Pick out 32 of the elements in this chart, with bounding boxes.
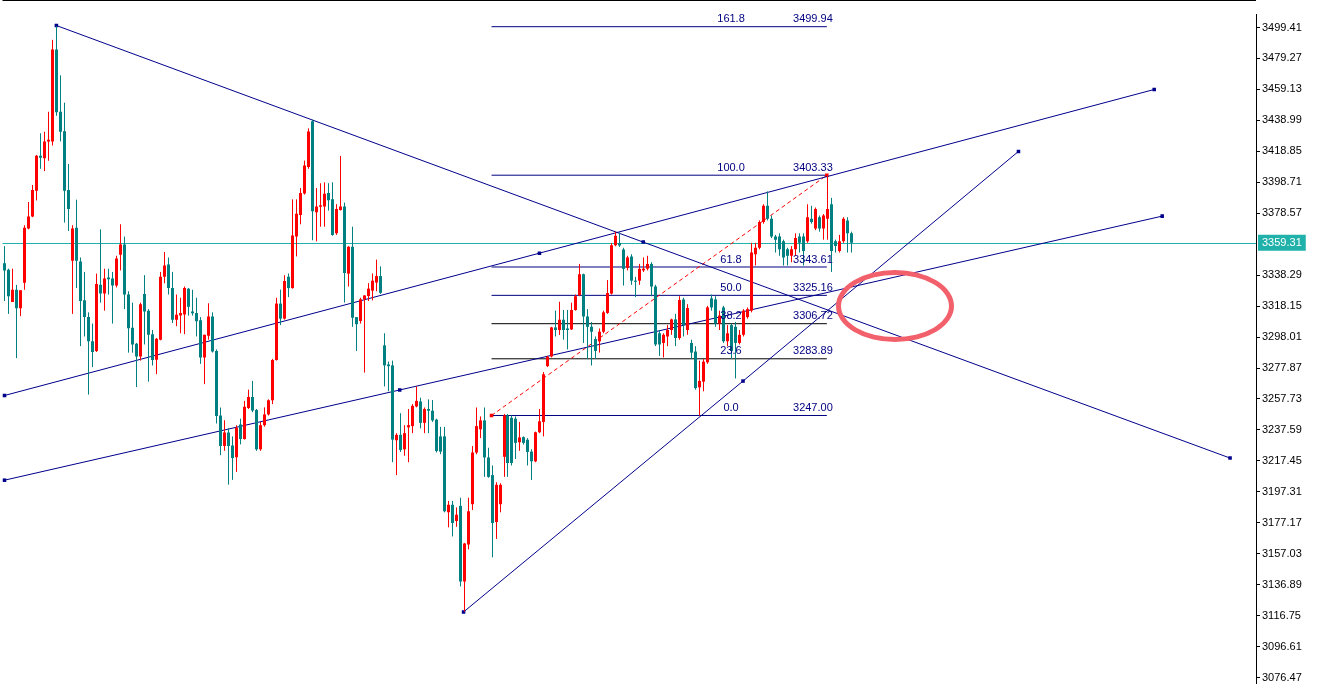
y-tick-label: 3237.59 xyxy=(1262,422,1302,435)
y-tick-label: 3398.71 xyxy=(1262,175,1302,188)
annotation: 3499.94 xyxy=(793,12,833,25)
ref-line-label: 3359.31 xyxy=(1262,235,1302,248)
annotation: 161.8 xyxy=(717,12,745,25)
annotation: 3247.00 xyxy=(793,401,833,414)
y-tick-label: 3217.45 xyxy=(1262,453,1302,466)
y-tick-label: 3197.31 xyxy=(1262,484,1302,497)
y-tick-label: 3338.29 xyxy=(1262,268,1302,281)
y-tick-label: 3136.89 xyxy=(1262,577,1302,590)
y-tick-label: 3318.15 xyxy=(1262,299,1302,312)
y-tick-label: 3096.61 xyxy=(1262,639,1302,652)
annotation: 3325.16 xyxy=(793,280,833,293)
annotation: 3283.89 xyxy=(793,344,833,357)
y-tick-label: 3298.01 xyxy=(1262,330,1302,343)
y-tick-label: 3499.41 xyxy=(1262,20,1302,33)
y-tick-label: 3479.27 xyxy=(1262,51,1302,64)
y-tick-label: 3438.99 xyxy=(1262,113,1302,126)
annotation: 61.8 xyxy=(720,252,742,265)
y-tick-label: 3378.57 xyxy=(1262,206,1302,219)
y-tick-label: 3418.85 xyxy=(1262,144,1302,157)
annotation: 0.0 xyxy=(723,401,739,414)
y-tick-label: 3459.13 xyxy=(1262,82,1302,95)
annotation: 50.0 xyxy=(720,280,742,293)
y-tick-label: 3157.03 xyxy=(1262,546,1302,559)
y-tick-label: 3257.73 xyxy=(1262,392,1302,405)
annotation: 100.0 xyxy=(717,160,745,173)
y-tick-label: 3277.87 xyxy=(1262,361,1302,374)
annotation: 3403.33 xyxy=(793,160,833,173)
y-tick-label: 3116.75 xyxy=(1262,608,1301,621)
y-tick-label: 3076.47 xyxy=(1262,670,1302,683)
y-tick-label: 3177.17 xyxy=(1262,515,1302,528)
